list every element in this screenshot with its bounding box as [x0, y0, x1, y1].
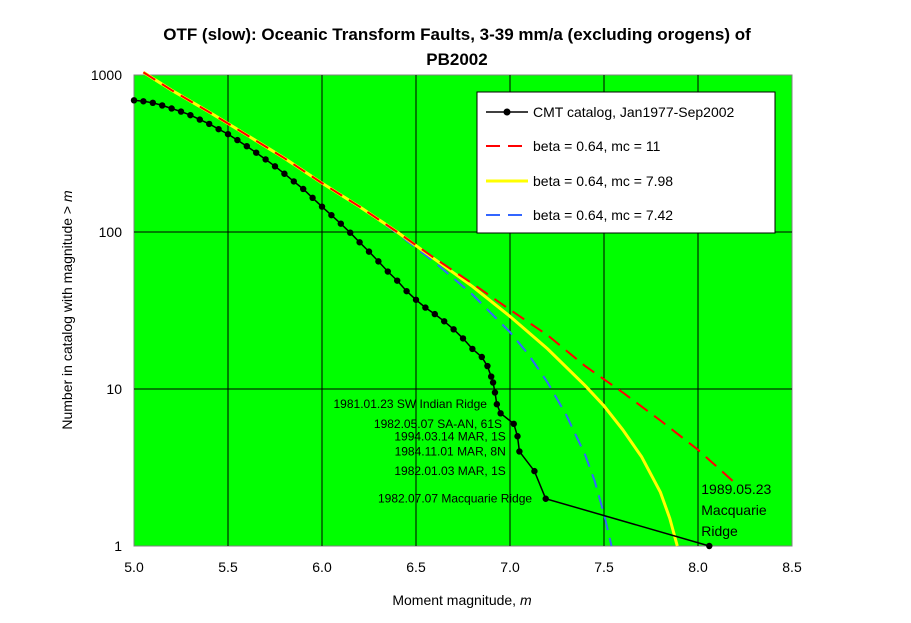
- data-point: [281, 170, 288, 177]
- chart-title-line1: OTF (slow): Oceanic Transform Faults, 3-…: [163, 25, 751, 44]
- data-point: [177, 108, 185, 115]
- x-tick-label: 8.0: [688, 559, 708, 575]
- annotation-label: 1982.07.07 Macquarie Ridge: [378, 492, 532, 506]
- data-point: [337, 220, 344, 227]
- legend-entry-mc11: beta = 0.64, mc = 11: [533, 138, 661, 154]
- data-point: [140, 98, 147, 105]
- data-point: [450, 326, 457, 333]
- annotation-label: Ridge: [701, 523, 738, 539]
- data-point: [489, 379, 497, 386]
- legend-entry-cmt: CMT catalog, Jan1977-Sep2002: [533, 104, 735, 120]
- y-axis-ticks: 1 10 100 1000: [91, 67, 122, 554]
- annotation-label: 1982.05.07 SA-AN, 61S: [374, 417, 502, 431]
- data-point: [271, 163, 279, 170]
- data-point: [149, 99, 156, 107]
- data-point: [488, 373, 495, 380]
- data-point: [224, 130, 232, 138]
- series-layer: [130, 71, 737, 550]
- x-tick-label: 7.5: [594, 559, 614, 575]
- data-point: [159, 102, 166, 109]
- x-tick-label: 6.5: [406, 559, 426, 575]
- data-point: [206, 120, 213, 128]
- data-point: [234, 136, 241, 144]
- data-point: [412, 296, 420, 303]
- data-point: [262, 156, 269, 163]
- legend: CMT catalog, Jan1977-Sep2002 beta = 0.64…: [476, 91, 776, 234]
- annotation-layer: 1981.01.23 SW Indian Ridge 1982.05.07 SA-…: [334, 397, 772, 539]
- x-tick-label: 5.0: [124, 559, 144, 575]
- y-tick-label: 1: [114, 538, 122, 554]
- data-point: [394, 277, 401, 284]
- y-tick-label: 10: [106, 381, 122, 397]
- data-point: [384, 268, 391, 275]
- annotation-label: 1994.03.14 MAR, 1S: [394, 429, 505, 443]
- data-point: [493, 401, 501, 408]
- x-tick-label: 6.0: [312, 559, 332, 575]
- data-point: [130, 97, 138, 104]
- chart-title-line2: PB2002: [426, 50, 487, 69]
- x-axis-label: Moment magnitude, m: [392, 592, 532, 608]
- x-tick-label: 7.0: [500, 559, 520, 575]
- annotation-label: 1982.01.03 MAR, 1S: [394, 464, 505, 478]
- data-point: [187, 111, 194, 119]
- data-point: [290, 178, 297, 185]
- annotation-label: 1984.11.01 MAR, 8N: [395, 444, 506, 458]
- data-point: [491, 389, 499, 396]
- legend-samples: [486, 108, 528, 216]
- data-point: [403, 287, 410, 295]
- data-point: [514, 433, 521, 440]
- data-point: [478, 353, 485, 361]
- data-point: [243, 142, 250, 150]
- data-point: [542, 495, 549, 502]
- data-point: [365, 248, 373, 255]
- data-point: [422, 304, 429, 311]
- y-tick-label: 1000: [91, 67, 122, 83]
- series-line-1: [142, 71, 737, 485]
- data-point: [196, 116, 203, 123]
- data-point: [356, 239, 363, 246]
- data-point: [375, 258, 382, 265]
- data-point: [215, 125, 222, 133]
- y-axis-label: Number in catalog with magnitude > m: [59, 190, 75, 430]
- data-point: [706, 542, 713, 550]
- data-point: [253, 149, 260, 156]
- data-point: [516, 448, 523, 455]
- data-point: [531, 467, 538, 475]
- data-point: [431, 310, 438, 318]
- data-point: [328, 211, 335, 219]
- y-tick-label: 100: [99, 224, 123, 240]
- legend-marker: [503, 108, 511, 116]
- x-tick-label: 8.5: [782, 559, 802, 575]
- data-point: [497, 410, 504, 417]
- annotation-label: Macquarie: [701, 502, 767, 518]
- legend-box: [476, 91, 776, 234]
- data-point: [347, 229, 354, 236]
- data-point: [168, 105, 175, 112]
- legend-entry-mc798: beta = 0.64, mc = 7.98: [533, 173, 673, 189]
- data-point: [459, 335, 467, 342]
- x-tick-label: 5.5: [218, 559, 238, 575]
- x-axis-ticks: 5.0 5.5 6.0 6.5 7.0 7.5 8.0 8.5: [124, 559, 802, 575]
- data-point: [484, 362, 491, 370]
- data-point: [309, 194, 316, 202]
- data-point: [510, 420, 517, 428]
- legend-entry-mc742: beta = 0.64, mc = 7.42: [533, 207, 673, 223]
- data-point: [441, 318, 448, 325]
- data-point: [469, 345, 476, 353]
- annotation-label: 1981.01.23 SW Indian Ridge: [334, 397, 488, 411]
- annotation-label: 1989.05.23: [701, 481, 771, 497]
- data-point: [318, 203, 326, 210]
- data-point: [300, 185, 307, 193]
